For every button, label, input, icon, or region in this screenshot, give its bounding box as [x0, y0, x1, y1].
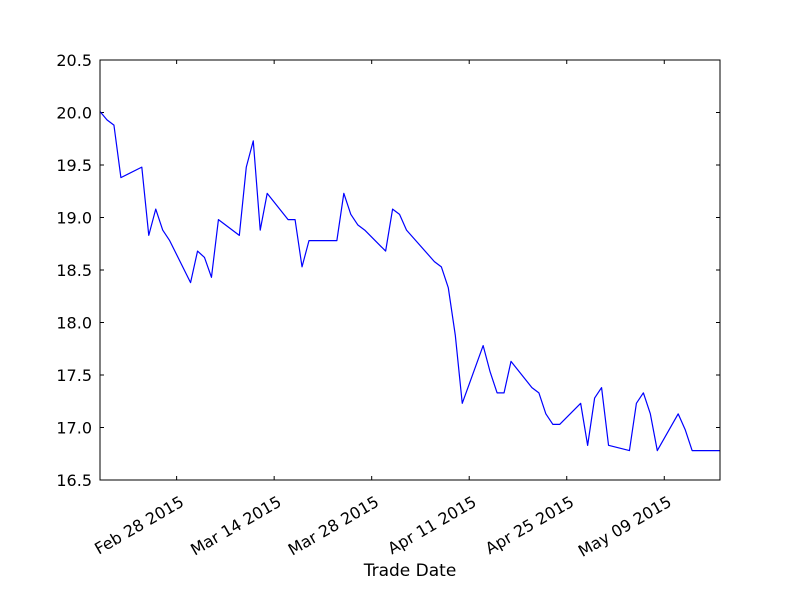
price-series-line — [99, 111, 720, 452]
y-tick-label: 18.5 — [56, 261, 92, 280]
y-tick-label: 17.5 — [56, 366, 92, 385]
y-tick-label: 18.0 — [56, 314, 92, 333]
x-tick-label: Mar 28 2015 — [285, 492, 382, 559]
x-tick-label: Apr 11 2015 — [384, 492, 479, 558]
x-tick-label: Apr 25 2015 — [482, 492, 577, 558]
plot-frame — [99, 59, 721, 481]
tick-group — [100, 59, 720, 481]
plot-area — [100, 60, 720, 480]
y-tick-label: 16.5 — [56, 471, 92, 490]
x-tick-label: Mar 14 2015 — [187, 492, 284, 559]
x-tick-label: May 09 2015 — [575, 492, 675, 561]
y-tick-label: 20.5 — [56, 51, 92, 70]
y-tick-label: 19.5 — [56, 156, 92, 175]
y-tick-label: 17.0 — [56, 419, 92, 438]
x-axis-title: Trade Date — [363, 561, 457, 581]
y-tick-label: 20.0 — [56, 104, 92, 123]
x-tick-label: Feb 28 2015 — [91, 492, 187, 558]
y-tick-label: 19.0 — [56, 209, 92, 228]
series-group — [99, 111, 720, 452]
